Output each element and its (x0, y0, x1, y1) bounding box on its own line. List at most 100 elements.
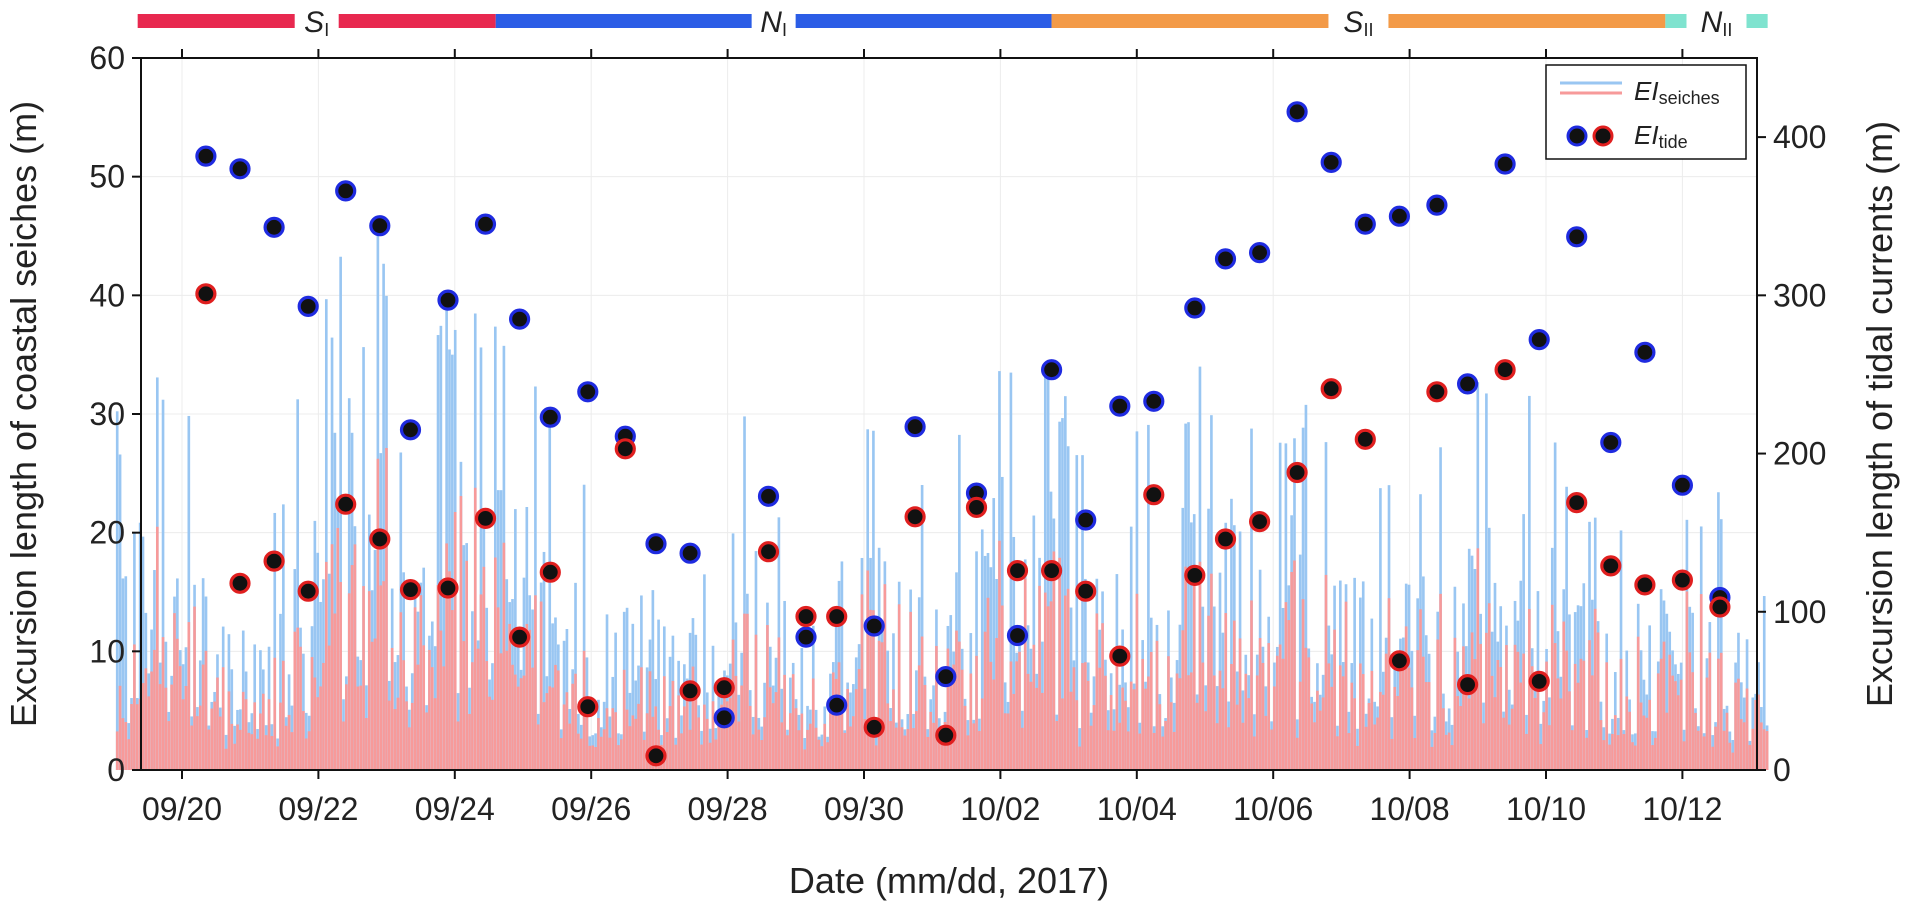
seiche-bar-red-148 (539, 601, 543, 770)
seiche-bar-red-61 (290, 732, 294, 770)
seiche-bar-red-83 (353, 544, 357, 770)
seiche-bar-red-497 (1539, 744, 1543, 770)
seiche-bar-red-488 (1513, 644, 1517, 770)
seiche-bar-red-389 (1230, 663, 1233, 770)
seiche-bar-red-70 (316, 697, 320, 770)
tide-dot-blue-24 (1040, 359, 1063, 381)
seiche-bar-red-464 (1444, 734, 1448, 770)
seiche-bar-red-142 (522, 675, 526, 770)
seiche-bar-red-516 (1593, 608, 1597, 770)
seiche-bar-red-395 (1247, 698, 1250, 770)
tide-dot-red-37 (1494, 359, 1516, 381)
tide-dot-blue-32 (1320, 151, 1342, 173)
seiche-bar-red-318 (1026, 673, 1030, 770)
seiche-bar-red-570 (1748, 744, 1752, 770)
seiche-bar-blue-490 (1519, 580, 1523, 770)
seiche-bar-blue-478 (1485, 393, 1488, 770)
seiche-bar-red-521 (1608, 744, 1611, 770)
seiche-bar-red-75 (330, 544, 334, 770)
seiche-bar-red-401 (1264, 715, 1268, 770)
seiche-bar-red-230 (774, 692, 778, 770)
seiche-bar-red-537 (1654, 737, 1657, 770)
phase-3-bar-right (1746, 14, 1768, 28)
phase-bar: SI NI SII NII (137, 6, 1768, 40)
legend-dot-red (1592, 125, 1614, 147)
seiche-bar-red-525 (1619, 658, 1623, 770)
tide-dot-blue-15 (713, 707, 735, 729)
seiche-bar-red-257 (852, 716, 855, 770)
seiche-bar-blue-481 (1493, 582, 1497, 770)
seiche-bar-blue-331 (1064, 396, 1067, 770)
seiche-bar-blue-502 (1553, 442, 1557, 770)
seiche-bar-red-16 (161, 637, 165, 770)
seiche-bar-red-347 (1109, 695, 1113, 770)
seiche-bar-red-490 (1519, 682, 1523, 770)
seiche-bar-red-379 (1201, 662, 1205, 770)
seiche-bar-red-103 (410, 702, 414, 770)
seiche-bar-red-57 (279, 702, 282, 770)
tide-dot-red-16 (757, 541, 780, 563)
seiche-bar-red-359 (1144, 688, 1147, 770)
seiche-bar-red-552 (1697, 730, 1700, 770)
seiche-bar-red-420 (1318, 710, 1322, 770)
seiche-bar-blue-142 (522, 577, 526, 770)
seiche-bar-red-423 (1327, 663, 1331, 770)
seiche-bar-red-177 (622, 669, 626, 770)
seiche-bar-blue-396 (1250, 428, 1253, 770)
seiche-bar-red-140 (516, 686, 520, 770)
seiche-bar-red-386 (1221, 688, 1225, 770)
seiche-bar-red-443 (1384, 653, 1388, 770)
seiche-bar-red-568 (1742, 722, 1746, 770)
tide-dot-red-39 (1566, 492, 1588, 514)
seiche-bar-red-333 (1069, 691, 1073, 770)
seiche-bar-red-406 (1278, 644, 1282, 770)
seiche-bar-red-329 (1058, 557, 1061, 770)
seiche-bar-blue-525 (1619, 530, 1623, 770)
seiche-bar-red-418 (1313, 722, 1316, 770)
seiche-bar-red-307 (995, 638, 998, 770)
seiche-bar-red-240 (803, 749, 806, 770)
phase-1-label-sub: I (782, 20, 787, 40)
seiche-bar-red-80 (345, 684, 348, 770)
seiche-bar-red-298 (969, 673, 973, 770)
seiche-bar-red-232 (780, 722, 784, 770)
seiche-bar-red-46 (247, 732, 251, 770)
seiche-bar-red-541 (1665, 712, 1669, 770)
seiche-bar-blue-413 (1298, 554, 1302, 770)
seiche-bar-red-446 (1393, 686, 1397, 770)
seiche-bar-red-474 (1473, 659, 1477, 770)
x-tick-label-9: 10/08 (1370, 791, 1450, 827)
seiche-bar-red-277 (909, 611, 912, 770)
seiche-bar-red-115 (445, 543, 448, 770)
tide-dot-red-8 (474, 507, 497, 530)
seiche-bar-blue-414 (1301, 427, 1305, 770)
seiche-bar-red-303 (983, 631, 987, 770)
y-left-tick-label-4: 40 (89, 277, 125, 313)
tide-dot-red-35 (1426, 381, 1448, 403)
tide-dot-blue-9 (508, 308, 531, 330)
seiche-bar-red-433 (1356, 745, 1359, 770)
seiche-bar-red-141 (519, 678, 523, 770)
tide-dot-blue-10 (539, 406, 561, 428)
seiche-bar-red-26 (190, 725, 194, 770)
seiche-bar-red-233 (783, 674, 786, 770)
seiche-bar-red-501 (1550, 604, 1554, 770)
seiche-bar-red-130 (488, 696, 491, 770)
seiche-bar-red-321 (1035, 687, 1038, 770)
seiche-bar-red-87 (365, 718, 368, 770)
seiche-bar-red-45 (244, 699, 248, 770)
seiche-bar-red-504 (1559, 698, 1563, 770)
seiche-bar-red-62 (293, 631, 297, 770)
seiche-bar-red-509 (1573, 663, 1577, 770)
tide-dot-red-27 (1143, 484, 1165, 506)
seiche-bar-red-91 (376, 458, 380, 770)
seiche-bar-blue-115 (445, 302, 448, 770)
seiche-bar-red-495 (1533, 697, 1537, 770)
seiche-bar-red-10 (144, 668, 148, 770)
seiche-bar-red-266 (877, 640, 881, 770)
tide-dot-red-20 (904, 506, 926, 528)
seiche-bar-red-20 (173, 613, 176, 770)
seiche-bar-red-234 (786, 735, 789, 770)
y-left-tick-label-3: 30 (89, 396, 125, 432)
legend-seiches-main: EI (1634, 76, 1659, 106)
